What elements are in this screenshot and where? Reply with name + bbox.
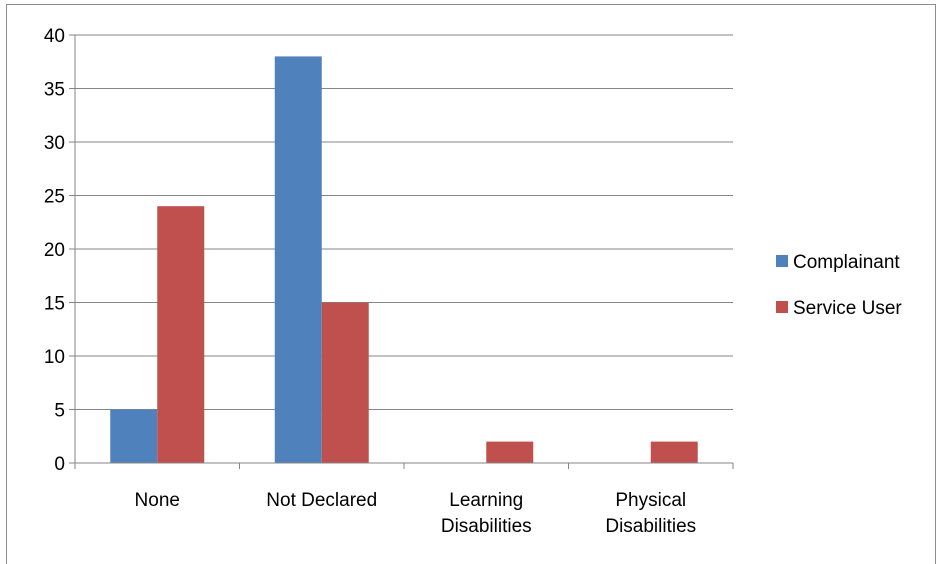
x-tick-label: Disabilities xyxy=(441,516,532,537)
legend-swatch xyxy=(776,255,788,267)
y-tick-label: 0 xyxy=(54,454,65,475)
y-tick-label: 15 xyxy=(44,294,65,315)
bar-service-user xyxy=(486,441,534,463)
x-tick-label: Physical xyxy=(615,490,686,511)
y-tick-label: 5 xyxy=(54,401,65,422)
y-tick-label: 40 xyxy=(44,26,65,47)
y-tick-label: 25 xyxy=(44,187,65,208)
axes xyxy=(69,34,734,469)
legend-swatch xyxy=(776,301,788,313)
legend-label: Complainant xyxy=(793,252,900,273)
legend-label: Service User xyxy=(793,298,902,319)
bars xyxy=(110,56,698,464)
chart-frame xyxy=(6,4,936,564)
bar-complainant xyxy=(110,409,158,463)
y-tick-label: 35 xyxy=(44,80,65,101)
x-tick-label: Disabilities xyxy=(605,516,696,537)
x-tick-labels: None Not Declared Learning Disabilities Phys… xyxy=(135,490,697,537)
y-tick-label: 10 xyxy=(44,347,65,368)
x-tick-label: Learning xyxy=(449,490,523,511)
y-tick-label: 30 xyxy=(44,133,65,154)
bar-complainant xyxy=(274,56,322,464)
x-tick-label: None xyxy=(135,490,180,511)
bar-service-user xyxy=(157,206,205,463)
y-tick-label: 20 xyxy=(44,240,65,261)
y-tick-labels: 0 5 10 15 20 25 30 35 40 xyxy=(44,26,65,475)
bar-service-user xyxy=(321,302,369,463)
legend: Complainant Service User xyxy=(776,252,902,319)
x-tick-label: Not Declared xyxy=(266,490,377,511)
bar-service-user xyxy=(650,441,698,463)
